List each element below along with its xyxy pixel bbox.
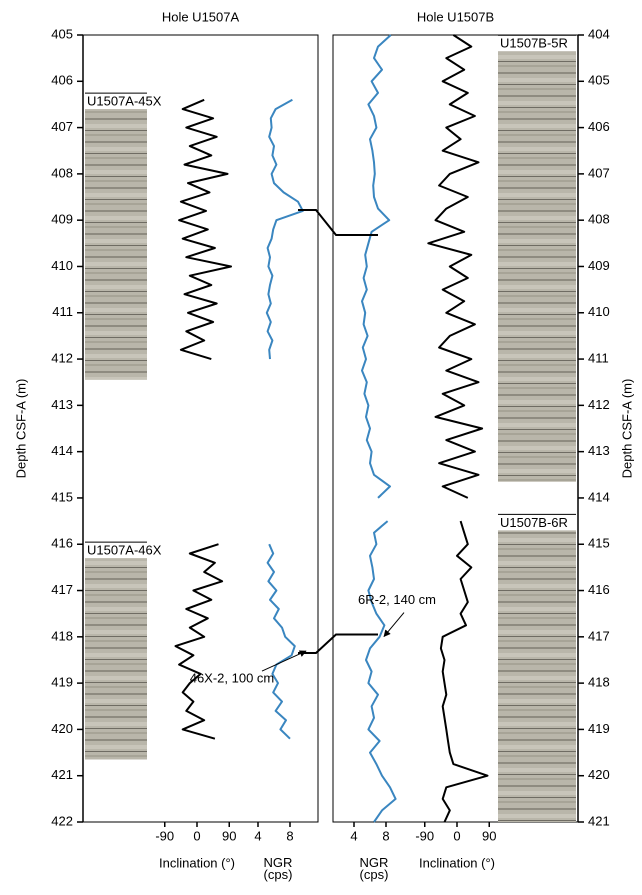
y-tick-label: 417 — [51, 582, 73, 597]
core-label-box — [85, 542, 147, 558]
x-tick-label: 0 — [193, 828, 200, 843]
annotation-arrow — [261, 650, 307, 672]
y-tick-label: 417 — [588, 628, 610, 643]
y-axis-label: Depth CSF-A (m) — [619, 379, 634, 479]
core-image — [85, 558, 147, 760]
core-image — [498, 51, 576, 482]
y-tick-label: 414 — [588, 489, 610, 504]
log-curve — [174, 98, 232, 740]
y-tick-label: 411 — [588, 350, 609, 365]
y-tick-label: 419 — [588, 721, 610, 736]
x-tick-label: 90 — [482, 828, 496, 843]
y-tick-label: 405 — [588, 73, 610, 88]
x-tick-label: 4 — [254, 828, 261, 843]
y-tick-label: 407 — [588, 165, 610, 180]
y-tick-label: 409 — [51, 212, 73, 227]
tie-line — [298, 633, 378, 655]
core-label: U1507A-46X — [87, 543, 162, 558]
x-tick-label: 90 — [222, 828, 236, 843]
tie-line — [298, 208, 378, 236]
y-tick-label: 415 — [51, 489, 73, 504]
y-tick-label: 416 — [51, 536, 73, 551]
x-axis-label: NGR (cps) — [359, 855, 389, 882]
y-tick-label: 413 — [588, 443, 610, 458]
log-curve — [265, 98, 304, 740]
y-tick-label: 413 — [51, 397, 73, 412]
y-tick-label: 416 — [588, 582, 610, 597]
y-tick-label: 405 — [51, 26, 73, 41]
core-image — [85, 109, 147, 380]
x-tick-label: 4 — [350, 828, 357, 843]
x-tick-label: -90 — [415, 828, 434, 843]
x-tick-label: 0 — [453, 828, 460, 843]
y-tick-label: 412 — [588, 397, 610, 412]
y-tick-label: 407 — [51, 119, 73, 134]
core-image — [498, 530, 576, 822]
x-tick-label: -90 — [155, 828, 174, 843]
y-tick-label: 418 — [51, 628, 73, 643]
y-tick-label: 410 — [51, 258, 73, 273]
tie-annotation: 6R-2, 140 cm — [358, 592, 436, 607]
x-axis-label: NGR (cps) — [263, 855, 293, 882]
panel-title: Hole U1507B — [417, 9, 494, 24]
log-curve — [427, 34, 489, 823]
panel-title: Hole U1507A — [162, 9, 240, 24]
x-tick-label: 8 — [286, 828, 293, 843]
y-tick-label: 420 — [51, 721, 73, 736]
x-tick-label: 8 — [382, 828, 389, 843]
x-axis-label: Inclination (°) — [419, 855, 495, 870]
y-tick-label: 420 — [588, 767, 610, 782]
core-label-box — [498, 35, 576, 51]
y-tick-label: 408 — [588, 212, 610, 227]
y-tick-label: 422 — [51, 813, 73, 828]
core-label: U1507B-5R — [500, 36, 568, 51]
y-tick-label: 409 — [588, 258, 610, 273]
y-tick-label: 408 — [51, 165, 73, 180]
y-tick-label: 411 — [52, 304, 73, 319]
y-tick-label: 410 — [588, 304, 610, 319]
y-tick-label: 404 — [588, 26, 610, 41]
core-label: U1507A-45X — [87, 94, 162, 109]
y-tick-label: 406 — [51, 73, 73, 88]
core-label: U1507B-6R — [500, 515, 568, 530]
y-tick-label: 418 — [588, 675, 610, 690]
y-tick-label: 419 — [51, 675, 73, 690]
y-tick-label: 421 — [51, 767, 73, 782]
x-axis-label: Inclination (°) — [159, 855, 235, 870]
y-tick-label: 414 — [51, 443, 73, 458]
log-curve — [361, 34, 397, 823]
core-label-box — [498, 514, 576, 530]
core-label-box — [85, 93, 147, 109]
y-tick-label: 421 — [588, 813, 610, 828]
tie-annotation: 46X-2, 100 cm — [190, 670, 275, 685]
annotation-arrow — [383, 612, 405, 638]
y-tick-label: 415 — [588, 536, 610, 551]
y-tick-label: 412 — [51, 350, 73, 365]
y-axis-label: Depth CSF-A (m) — [13, 379, 28, 479]
y-tick-label: 406 — [588, 119, 610, 134]
